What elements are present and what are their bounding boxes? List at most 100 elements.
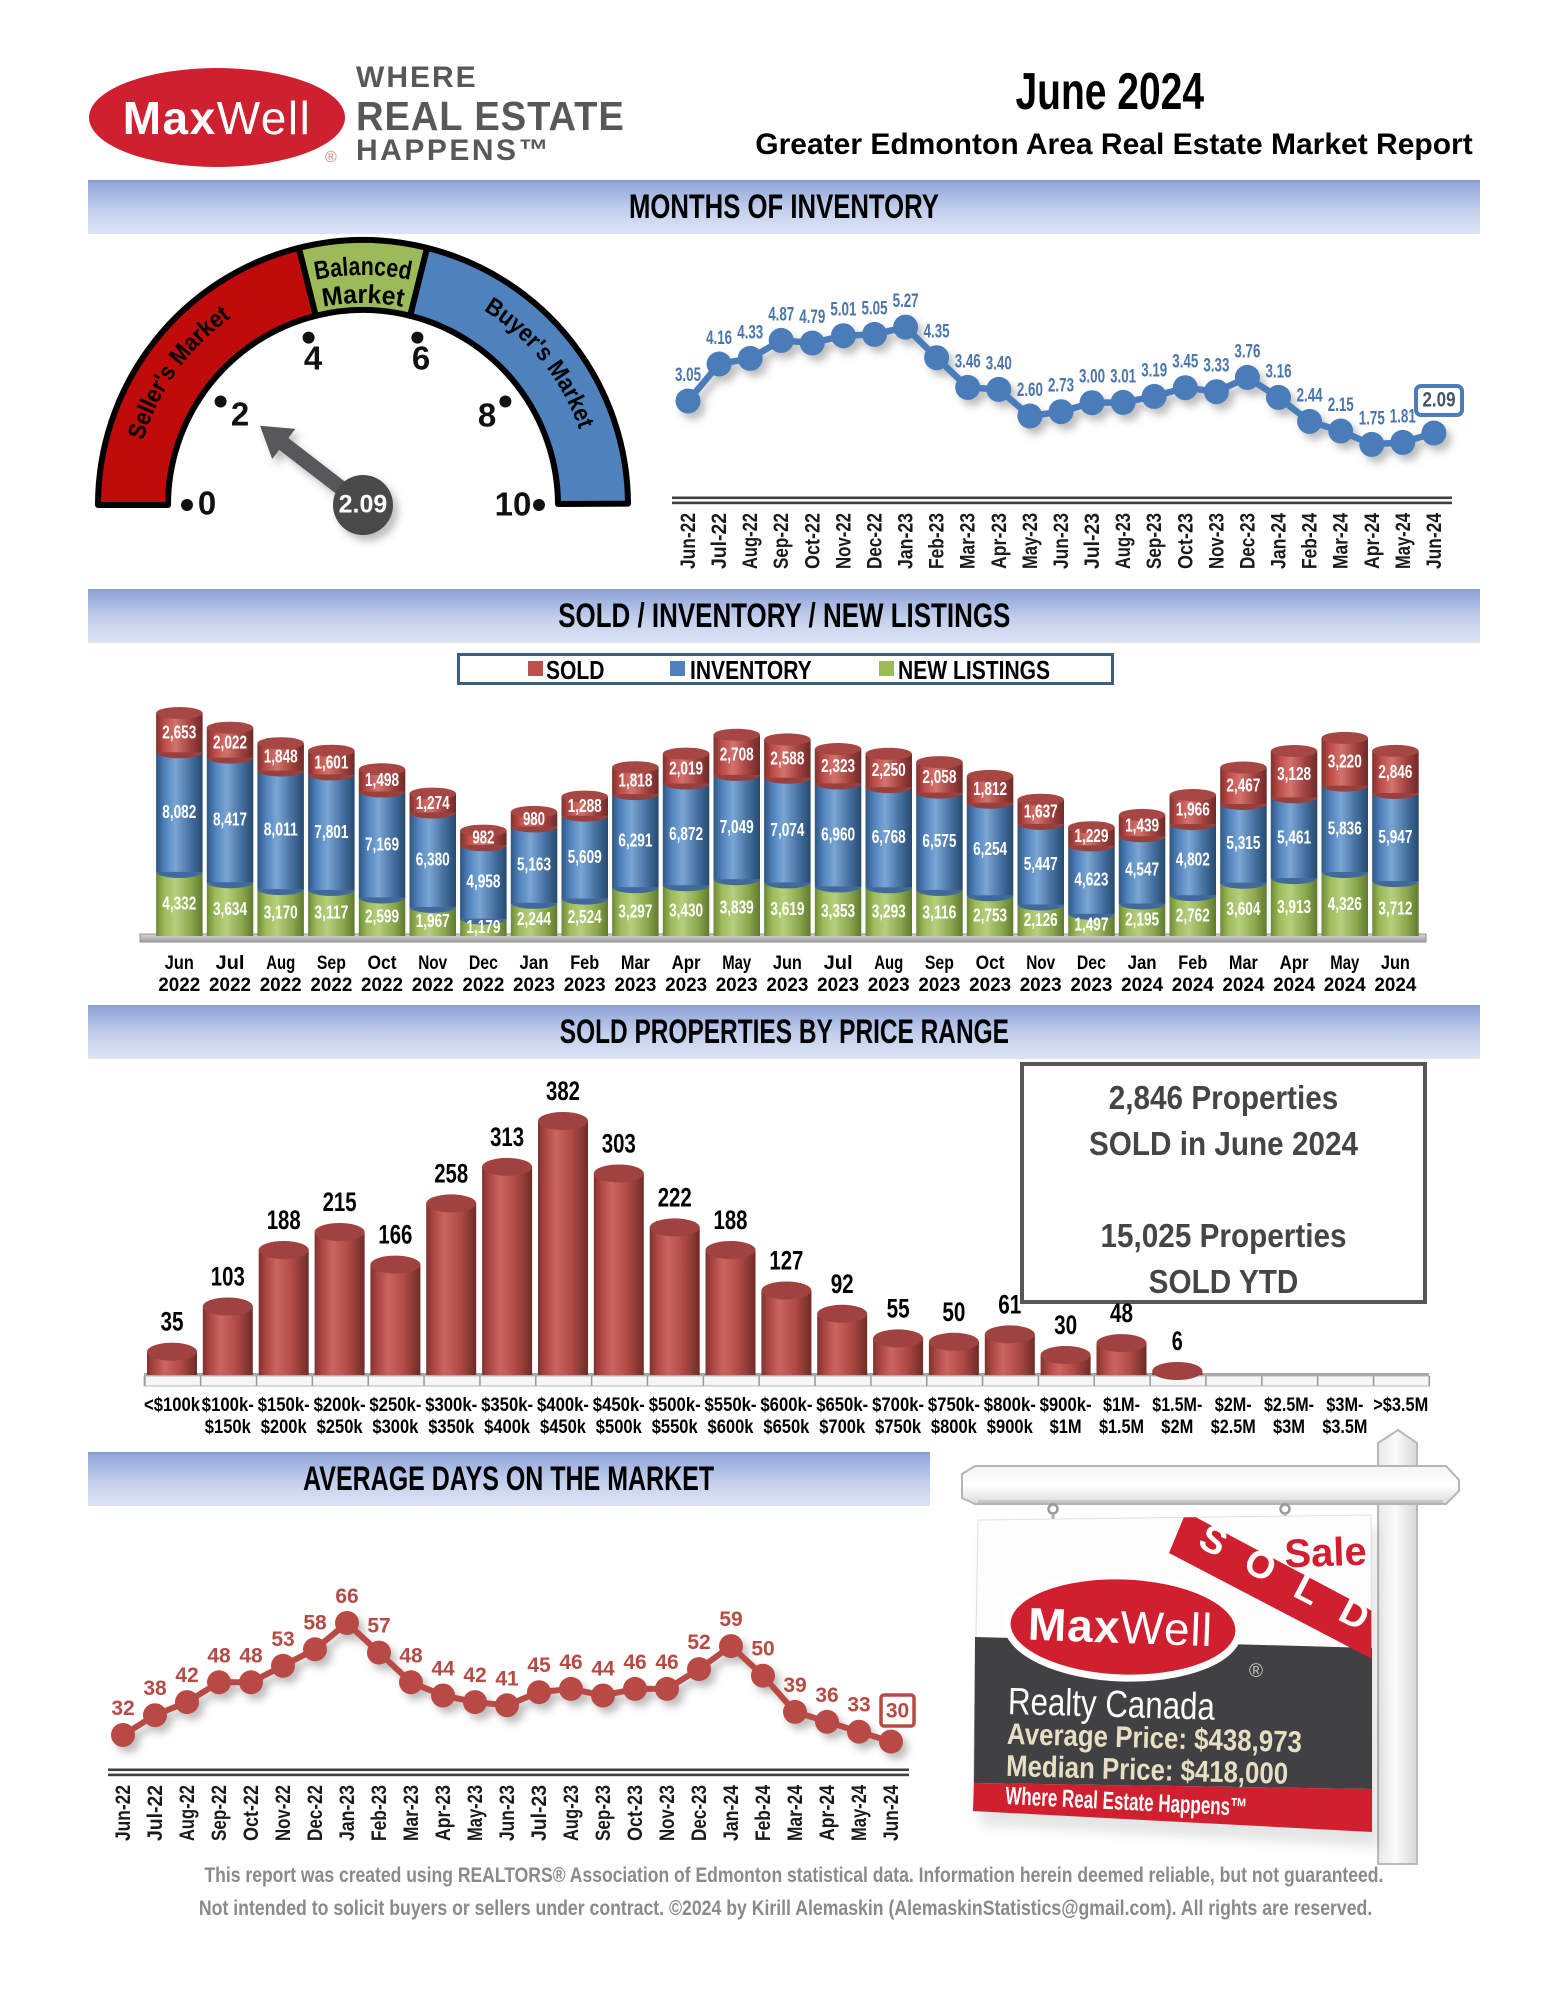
svg-text:$250k: $250k xyxy=(317,1417,363,1438)
svg-text:32: 32 xyxy=(111,1697,134,1720)
svg-text:3.33: 3.33 xyxy=(1203,356,1229,377)
svg-text:Jun-22: Jun-22 xyxy=(112,1785,135,1841)
svg-text:3,839: 3,839 xyxy=(720,897,754,917)
svg-text:Feb-24: Feb-24 xyxy=(752,1785,775,1841)
svg-text:$2M: $2M xyxy=(1161,1417,1193,1438)
svg-text:Nov-23: Nov-23 xyxy=(656,1785,679,1841)
svg-text:35: 35 xyxy=(161,1307,184,1337)
svg-text:$350k: $350k xyxy=(428,1417,474,1438)
svg-text:3,430: 3,430 xyxy=(669,900,703,920)
svg-text:4.16: 4.16 xyxy=(706,328,732,349)
svg-text:3.01: 3.01 xyxy=(1110,366,1136,387)
svg-text:4.33: 4.33 xyxy=(737,322,763,343)
svg-text:2,126: 2,126 xyxy=(1024,910,1058,930)
svg-text:6: 6 xyxy=(412,340,430,377)
svg-text:2022: 2022 xyxy=(158,975,200,996)
svg-text:2: 2 xyxy=(231,396,249,433)
svg-text:Jun-24: Jun-24 xyxy=(1423,513,1446,569)
svg-text:Jul: Jul xyxy=(216,953,245,974)
svg-text:222: 222 xyxy=(658,1182,692,1212)
svg-text:Mar: Mar xyxy=(621,953,651,974)
svg-text:$1.5M-: $1.5M- xyxy=(1152,1395,1202,1416)
svg-text:3,117: 3,117 xyxy=(314,903,348,923)
svg-text:46: 46 xyxy=(559,1651,582,1674)
svg-text:Jan-23: Jan-23 xyxy=(895,513,918,569)
svg-text:3.46: 3.46 xyxy=(955,351,981,372)
svg-text:Oct-23: Oct-23 xyxy=(1174,513,1197,569)
svg-text:1,848: 1,848 xyxy=(264,747,298,767)
svg-text:4.87: 4.87 xyxy=(768,304,794,325)
svg-text:$350k-: $350k- xyxy=(481,1395,533,1416)
svg-text:2.73: 2.73 xyxy=(1048,376,1074,397)
svg-text:382: 382 xyxy=(546,1076,580,1106)
svg-text:4,547: 4,547 xyxy=(1125,860,1159,880)
svg-text:48: 48 xyxy=(399,1644,423,1667)
svg-text:Aug-23: Aug-23 xyxy=(1112,513,1135,569)
svg-text:4,958: 4,958 xyxy=(466,872,500,892)
svg-text:103: 103 xyxy=(211,1262,245,1292)
svg-text:Feb: Feb xyxy=(1178,953,1207,974)
svg-text:5,163: 5,163 xyxy=(517,854,551,874)
svg-text:2023: 2023 xyxy=(969,975,1011,996)
svg-text:Apr: Apr xyxy=(672,953,702,974)
svg-text:2023: 2023 xyxy=(868,975,910,996)
svg-text:39: 39 xyxy=(783,1674,806,1697)
svg-text:$650k-: $650k- xyxy=(816,1395,868,1416)
svg-text:6,872: 6,872 xyxy=(669,824,703,844)
svg-text:2,762: 2,762 xyxy=(1176,905,1210,925)
svg-text:Jun: Jun xyxy=(165,953,194,974)
svg-text:2022: 2022 xyxy=(412,975,454,996)
svg-text:3.16: 3.16 xyxy=(1266,361,1292,382)
svg-text:2023: 2023 xyxy=(1070,975,1112,996)
svg-text:50: 50 xyxy=(751,1638,774,1661)
svg-text:$450k-: $450k- xyxy=(593,1395,645,1416)
svg-text:8,082: 8,082 xyxy=(162,802,196,822)
svg-text:Sep-23: Sep-23 xyxy=(592,1785,615,1841)
svg-text:May-23: May-23 xyxy=(464,1785,487,1841)
svg-text:Jan: Jan xyxy=(1128,953,1157,974)
svg-text:3,128: 3,128 xyxy=(1277,764,1311,784)
svg-text:2023: 2023 xyxy=(918,975,960,996)
svg-text:30: 30 xyxy=(1054,1310,1077,1340)
svg-text:$3.5M: $3.5M xyxy=(1322,1417,1367,1438)
svg-text:Jun-23: Jun-23 xyxy=(496,1785,519,1841)
svg-text:Mar-24: Mar-24 xyxy=(784,1785,807,1841)
svg-text:$1M: $1M xyxy=(1050,1417,1082,1438)
svg-text:1,967: 1,967 xyxy=(416,911,450,931)
svg-text:Jul-22: Jul-22 xyxy=(708,513,731,569)
svg-text:2024: 2024 xyxy=(1374,975,1416,996)
svg-text:May-23: May-23 xyxy=(1019,513,1042,569)
svg-text:1,818: 1,818 xyxy=(618,770,652,790)
svg-text:Realty Canada: Realty Canada xyxy=(1007,1681,1216,1729)
svg-text:Dec-23: Dec-23 xyxy=(1236,513,1259,569)
svg-text:1,637: 1,637 xyxy=(1024,802,1058,822)
svg-text:3.40: 3.40 xyxy=(986,353,1012,374)
svg-text:2,323: 2,323 xyxy=(821,756,855,776)
svg-text:33: 33 xyxy=(847,1694,870,1717)
svg-text:$3M-: $3M- xyxy=(1326,1395,1363,1416)
svg-text:Jan: Jan xyxy=(520,953,549,974)
svg-text:Sep: Sep xyxy=(317,953,346,974)
svg-text:2.15: 2.15 xyxy=(1328,395,1354,416)
svg-text:$450k: $450k xyxy=(540,1417,586,1438)
svg-text:$750k-: $750k- xyxy=(928,1395,980,1416)
svg-text:6,768: 6,768 xyxy=(872,827,906,847)
svg-text:>$3.5M: >$3.5M xyxy=(1373,1395,1428,1416)
svg-text:5,315: 5,315 xyxy=(1226,833,1260,853)
svg-text:3.19: 3.19 xyxy=(1141,360,1167,381)
svg-text:Jul-23: Jul-23 xyxy=(1081,513,1104,569)
svg-text:2024: 2024 xyxy=(1172,975,1214,996)
svg-text:$400k-: $400k- xyxy=(537,1395,589,1416)
svg-text:2023: 2023 xyxy=(766,975,808,996)
svg-text:55: 55 xyxy=(887,1293,910,1323)
svg-text:Apr-23: Apr-23 xyxy=(432,1785,455,1841)
svg-text:3.05: 3.05 xyxy=(675,365,701,386)
svg-text:Dec-22: Dec-22 xyxy=(304,1785,327,1841)
svg-text:4: 4 xyxy=(304,340,323,377)
svg-text:$2.5M: $2.5M xyxy=(1211,1417,1256,1438)
svg-text:7,169: 7,169 xyxy=(365,834,399,854)
svg-text:2023: 2023 xyxy=(716,975,758,996)
svg-text:Nov: Nov xyxy=(1026,953,1055,974)
svg-text:10: 10 xyxy=(495,486,532,523)
svg-text:3,634: 3,634 xyxy=(213,899,247,919)
